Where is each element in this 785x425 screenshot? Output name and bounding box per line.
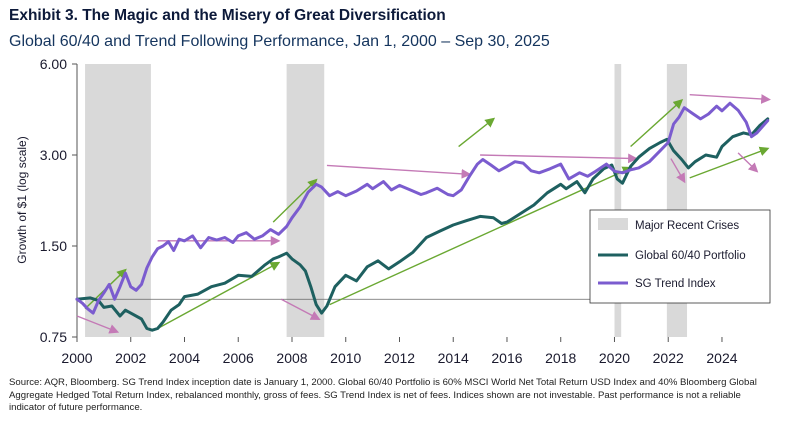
trend-flat-arrow-10 (480, 153, 638, 164)
performance-chart: 0.75 1.50 3.00 6.00 2000 2002 2004 2006 2008 2010… (15, 56, 771, 366)
trend-up-arrow-11 (630, 99, 684, 148)
x-tick-label: 2010 (330, 350, 361, 366)
crisis-band-1 (85, 64, 151, 337)
trend-flat-arrow-2 (76, 315, 120, 334)
x-tick-label: 2020 (599, 350, 630, 366)
axes: 0.75 1.50 3.00 6.00 2000 2002 2004 2006 2008 2010… (40, 56, 769, 366)
trend-up-arrow-8 (329, 166, 633, 306)
x-tick-label: 2024 (706, 350, 737, 366)
legend-label-crisis: Major Recent Crises (635, 220, 739, 232)
trend-up-arrow-6 (157, 261, 281, 330)
legend-label-portfolio: Global 60/40 Portfolio (635, 250, 746, 262)
chart-subtitle: Global 60/40 and Trend Following Perform… (9, 33, 550, 50)
source-footnote: Source: AQR, Bloomberg. SG Trend Index i… (9, 377, 757, 413)
series-lines (75, 101, 770, 332)
trend-flat-arrow-12 (670, 158, 686, 184)
legend-label-trend: SG Trend Index (635, 278, 716, 290)
series-line-trend (75, 101, 770, 315)
y-tick-label: 0.75 (40, 329, 67, 345)
legend: Major Recent Crises Global 60/40 Portfol… (589, 209, 771, 304)
x-tick-label: 2016 (491, 350, 522, 366)
crisis-band-3 (614, 64, 622, 337)
chart-title: Exhibit 3. The Magic and the Misery of G… (9, 7, 446, 24)
y-tick-label: 6.00 (40, 56, 67, 72)
x-tick-label: 2006 (223, 350, 254, 366)
x-tick-label: 2018 (545, 350, 576, 366)
crisis-band-2 (286, 64, 325, 337)
y-tick-label: 1.50 (40, 238, 67, 254)
x-tick-label: 2014 (438, 350, 469, 366)
x-tick-label: 2008 (276, 350, 307, 366)
trend-flat-arrow-5 (280, 298, 321, 320)
x-tick-label: 2012 (384, 350, 415, 366)
trend-up-arrow-14 (689, 146, 770, 179)
x-tick-label: 2002 (115, 350, 146, 366)
trend-up-arrow-4 (272, 178, 318, 223)
trend-flat-arrow-7 (326, 164, 472, 179)
x-tick-label: 2022 (653, 350, 684, 366)
y-tick-label: 3.00 (40, 147, 67, 163)
x-tick-label: 2004 (169, 350, 200, 366)
trend-flat-arrow-15 (737, 152, 759, 173)
trend-up-arrow-9 (458, 117, 496, 148)
trend-flat-arrow-13 (689, 93, 771, 104)
x-tick-label: 2000 (61, 350, 92, 366)
y-axis-label: Growth of $1 (log scale) (15, 136, 29, 263)
legend-swatch-crisis (598, 218, 628, 230)
series-line-portfolio (75, 117, 770, 332)
